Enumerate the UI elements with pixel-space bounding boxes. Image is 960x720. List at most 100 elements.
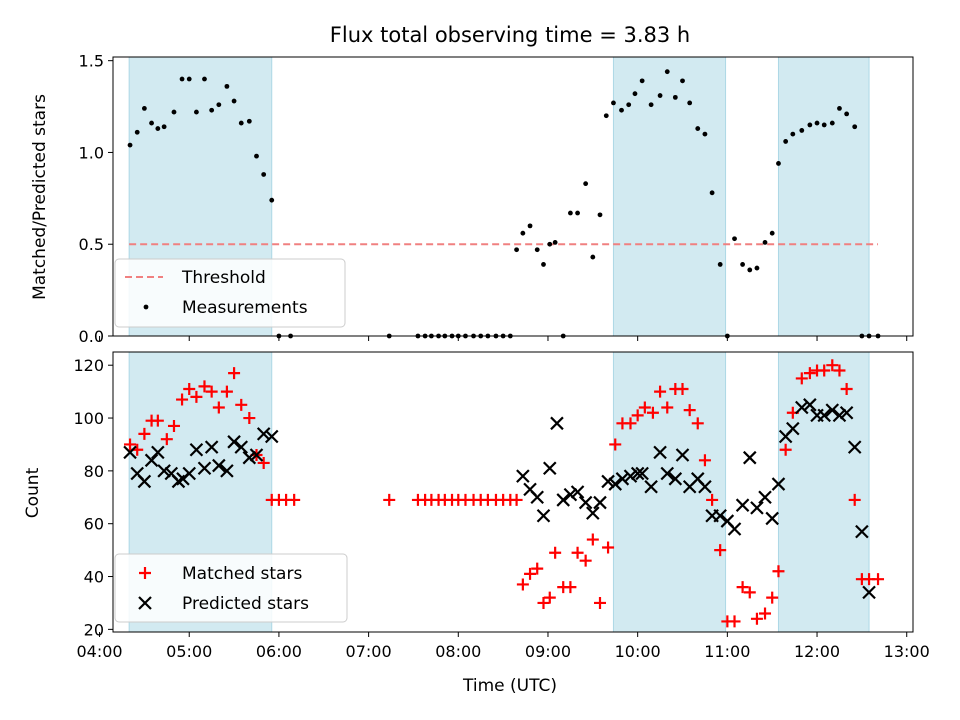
matched-star-point bbox=[516, 578, 529, 591]
matched-star-point bbox=[167, 419, 180, 432]
measurement-point bbox=[194, 109, 199, 115]
predicted-star-point bbox=[264, 429, 279, 444]
measurement-point bbox=[799, 128, 805, 133]
measurement-point bbox=[269, 197, 275, 203]
top-x-ticks bbox=[99, 336, 908, 341]
measurement-point bbox=[807, 122, 813, 128]
matched-star-point bbox=[833, 364, 846, 377]
predicted-star-point bbox=[771, 477, 786, 491]
predicted-star-point bbox=[563, 487, 578, 502]
measurement-point bbox=[238, 120, 244, 126]
measurement-point bbox=[134, 129, 140, 135]
measurement-point bbox=[762, 239, 768, 245]
legend-threshold-label: Threshold bbox=[181, 268, 266, 288]
matched-star-point bbox=[638, 401, 651, 414]
measurements-points bbox=[127, 69, 881, 339]
measurement-point bbox=[567, 210, 573, 216]
measurement-point bbox=[648, 102, 654, 108]
x-tick-label: 12:00 bbox=[794, 642, 840, 661]
matched-star-point bbox=[698, 454, 711, 467]
matched-star-point bbox=[183, 382, 196, 395]
x-tick-label: 13:00 bbox=[884, 642, 930, 661]
bottom-legend: Matched stars Predicted stars bbox=[114, 553, 348, 623]
bottom-axes-frame bbox=[112, 351, 914, 633]
measurement-point bbox=[547, 241, 553, 247]
x-tick-label: 04:00 bbox=[76, 642, 122, 661]
measurement-point bbox=[844, 111, 850, 117]
predicted-star-point bbox=[593, 495, 607, 510]
y-tick-label: 0.5 bbox=[79, 235, 104, 254]
measurement-point bbox=[740, 262, 745, 267]
measurement-point bbox=[520, 230, 526, 236]
measurement-point bbox=[717, 262, 723, 267]
y-tick-label: 1.0 bbox=[79, 143, 104, 162]
predicted-star-point bbox=[586, 506, 600, 520]
x-tick-label: 10:00 bbox=[615, 642, 661, 661]
measurement-point bbox=[776, 161, 781, 166]
predicted-star-point bbox=[847, 440, 862, 454]
measurement-point bbox=[534, 247, 540, 253]
measurement-point bbox=[541, 262, 546, 267]
measurement-point bbox=[732, 236, 737, 242]
matched-star-point bbox=[714, 544, 727, 557]
measurement-point bbox=[597, 212, 603, 218]
matched-star-point bbox=[803, 367, 816, 380]
top-panel: 0.0 0.5 1.0 1.5 Matched/Predicted stars Thr… bbox=[30, 52, 914, 346]
y-tick-label: 80 bbox=[84, 462, 104, 481]
predicted-star-point bbox=[137, 474, 152, 489]
predicted-star-point bbox=[735, 498, 750, 512]
measurement-point bbox=[626, 102, 632, 108]
y-tick-label: 100 bbox=[73, 409, 104, 428]
measurement-point bbox=[680, 78, 685, 84]
matched-star-point bbox=[257, 456, 270, 469]
measurement-point bbox=[583, 181, 589, 187]
measurement-point bbox=[246, 118, 252, 124]
y-tick-label: 120 bbox=[73, 356, 104, 375]
predicted-star-point bbox=[635, 466, 649, 481]
x-tick-label: 07:00 bbox=[346, 642, 392, 661]
matched-star-point bbox=[593, 596, 606, 609]
measurement-point bbox=[590, 254, 596, 260]
predicted-star-point bbox=[832, 408, 847, 423]
measurement-point bbox=[632, 91, 638, 97]
matched-star-point bbox=[531, 562, 544, 575]
x-tick-label: 11:00 bbox=[704, 642, 750, 661]
matched-star-point bbox=[383, 493, 396, 506]
measurement-point bbox=[216, 102, 222, 108]
matched-star-point bbox=[228, 367, 241, 380]
y-tick-label: 20 bbox=[84, 620, 104, 639]
predicted-star-point bbox=[817, 408, 831, 423]
matched-star-point bbox=[661, 401, 674, 414]
shaded-interval bbox=[612, 56, 727, 337]
matched-star-point bbox=[736, 581, 749, 594]
predicted-star-point bbox=[227, 435, 241, 449]
measurement-point bbox=[552, 239, 558, 245]
predicted-star-point bbox=[516, 469, 530, 483]
measurement-point bbox=[141, 105, 147, 111]
measurement-point bbox=[664, 69, 670, 75]
predicted-star-point bbox=[204, 440, 219, 454]
measurement-point bbox=[224, 83, 230, 89]
bottom-panel: 20 40 60 80 100 120 04:00 05:00 06:00 07:00 08:00… bbox=[23, 351, 930, 696]
predicted-star-point bbox=[644, 479, 658, 494]
matched-star-point bbox=[872, 573, 885, 586]
x-tick-label: 05:00 bbox=[166, 642, 212, 661]
predicted-star-point bbox=[765, 511, 779, 526]
matched-star-point bbox=[766, 591, 779, 604]
predicted-star-point bbox=[862, 585, 876, 600]
matched-star-point bbox=[750, 612, 763, 625]
predicted-star-point bbox=[530, 490, 544, 505]
predicted-star-point bbox=[825, 403, 840, 417]
measurement-point bbox=[161, 124, 167, 130]
matched-star-point bbox=[779, 443, 792, 456]
matched-star-point bbox=[138, 427, 151, 440]
measurement-point bbox=[202, 76, 207, 82]
measurement-point bbox=[171, 109, 177, 115]
matched-star-point bbox=[840, 382, 853, 395]
measurement-point bbox=[754, 265, 760, 271]
x-tick-label: 09:00 bbox=[525, 642, 571, 661]
predicted-star-point bbox=[803, 398, 817, 412]
measurement-point bbox=[747, 267, 753, 273]
measurement-point bbox=[702, 131, 708, 137]
